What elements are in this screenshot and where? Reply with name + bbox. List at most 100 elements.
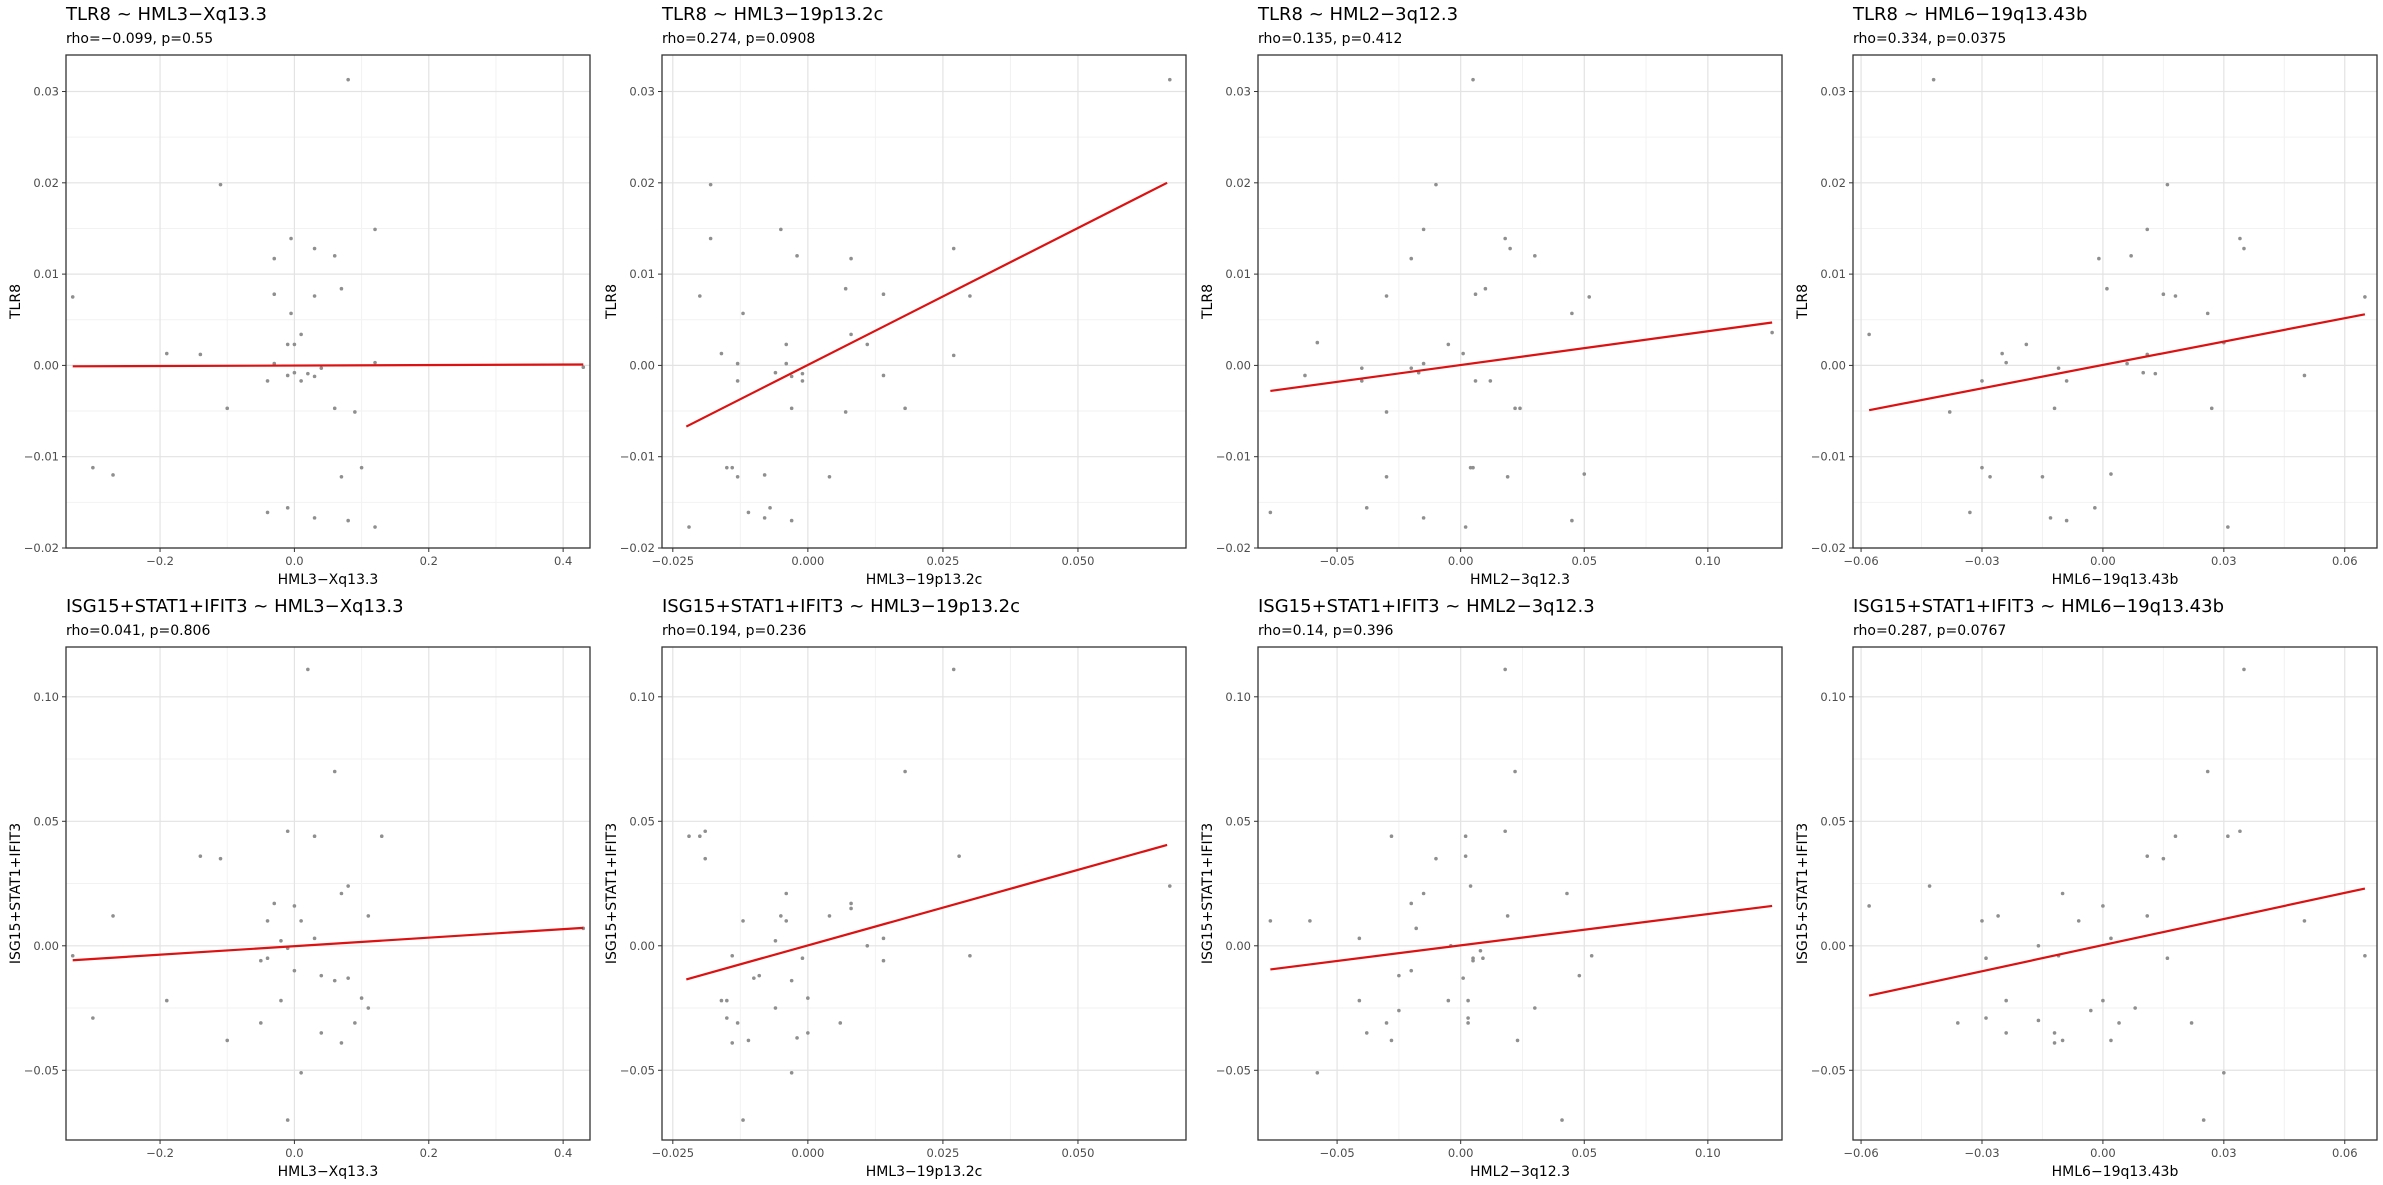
grid-lines bbox=[1853, 647, 2377, 1140]
scatter-panel-isg-hml3-19p13: ISG15+STAT1+IFIT3 ~ HML3−19p13.2c rho=0.1… bbox=[596, 592, 1192, 1184]
data-point bbox=[1481, 956, 1485, 961]
y-tick-label: 0.10 bbox=[629, 690, 655, 704]
data-point bbox=[1508, 246, 1512, 251]
data-point bbox=[838, 1021, 843, 1025]
data-point bbox=[1409, 901, 1414, 906]
x-tick-label: −0.06 bbox=[1843, 1146, 1878, 1160]
data-point bbox=[849, 256, 853, 261]
data-point bbox=[1505, 914, 1510, 918]
scatter-panel-tlr8-hml3-19p13: TLR8 ~ HML3−19p13.2c rho=0.274, p=0.0908 −… bbox=[596, 0, 1192, 592]
data-point bbox=[1409, 968, 1414, 973]
data-point bbox=[1996, 914, 2000, 918]
x-axis-title: HML2−3q12.3 bbox=[1470, 1164, 1570, 1180]
data-point bbox=[1463, 854, 1468, 858]
data-points bbox=[1867, 77, 2367, 529]
data-point bbox=[2302, 373, 2307, 378]
data-points bbox=[1268, 77, 1774, 529]
data-point bbox=[353, 410, 357, 414]
data-point bbox=[1468, 884, 1473, 888]
y-tick-label: 0.00 bbox=[1225, 358, 1251, 372]
data-point bbox=[339, 474, 344, 479]
data-point bbox=[1446, 342, 1451, 347]
data-point bbox=[2097, 256, 2101, 261]
data-point bbox=[1471, 77, 1475, 82]
y-axis-title: TLR8 bbox=[604, 284, 620, 320]
data-point bbox=[2060, 1038, 2065, 1043]
data-point bbox=[581, 365, 586, 370]
x-axis-title: HML3−19p13.2c bbox=[866, 1164, 983, 1180]
data-point bbox=[849, 332, 853, 337]
data-point bbox=[2173, 834, 2178, 839]
data-point bbox=[1315, 340, 1320, 345]
data-point bbox=[1360, 379, 1364, 383]
data-point bbox=[285, 342, 290, 347]
data-point bbox=[1483, 286, 1488, 291]
data-point bbox=[1360, 366, 1364, 370]
data-point bbox=[319, 1031, 324, 1035]
data-point bbox=[198, 854, 203, 858]
data-point bbox=[346, 884, 350, 888]
scatter-panel-tlr8-hml6-19q13: TLR8 ~ HML6−19q13.43b rho=0.334, p=0.0375… bbox=[1787, 0, 2383, 592]
data-point bbox=[1565, 891, 1569, 896]
data-point bbox=[2076, 919, 2081, 923]
data-point bbox=[1466, 998, 1470, 1003]
data-point bbox=[2161, 856, 2166, 861]
data-point bbox=[719, 351, 724, 356]
data-point bbox=[687, 834, 691, 839]
data-point bbox=[319, 366, 324, 370]
data-point bbox=[725, 465, 729, 470]
data-point bbox=[1515, 1038, 1520, 1043]
data-point bbox=[1471, 958, 1475, 963]
y-tick-label: 0.00 bbox=[33, 939, 59, 953]
regression-line bbox=[1868, 313, 2366, 412]
scatter-plot-svg: ISG15+STAT1+IFIT3 ~ HML3−19p13.2c rho=0.1… bbox=[604, 596, 1187, 1180]
y-tick-label: −0.01 bbox=[1216, 450, 1251, 464]
y-tick-label: 0.01 bbox=[629, 267, 655, 281]
data-point bbox=[687, 525, 691, 529]
data-point bbox=[353, 1021, 357, 1025]
y-tick-label: −0.02 bbox=[620, 541, 655, 555]
data-point bbox=[1956, 1021, 1960, 1025]
y-tick-label: 0.01 bbox=[1225, 267, 1251, 281]
regression-line bbox=[686, 843, 1168, 981]
data-point bbox=[2052, 406, 2057, 411]
data-point bbox=[735, 1021, 740, 1025]
x-tick-label: 0.4 bbox=[554, 554, 572, 568]
data-point bbox=[312, 246, 317, 251]
data-point bbox=[698, 294, 702, 298]
data-point bbox=[730, 465, 735, 470]
data-point bbox=[70, 295, 75, 299]
y-tick-label: −0.01 bbox=[1811, 450, 1846, 464]
data-point bbox=[827, 474, 832, 479]
panel-title: TLR8 ~ HML3−19p13.2c bbox=[661, 4, 883, 25]
data-point bbox=[730, 953, 735, 958]
scatter-panel-isg-hml2-3q12: ISG15+STAT1+IFIT3 ~ HML2−3q12.3 rho=0.14,… bbox=[1192, 592, 1788, 1184]
x-tick-label: 0.4 bbox=[554, 1146, 572, 1160]
data-point bbox=[2363, 295, 2367, 299]
data-point bbox=[164, 998, 169, 1003]
data-point bbox=[2165, 182, 2170, 187]
data-point bbox=[198, 352, 203, 357]
data-point bbox=[2242, 246, 2246, 251]
x-axis-title: HML3−Xq13.3 bbox=[278, 572, 379, 588]
y-tick-label: 0.05 bbox=[33, 814, 59, 828]
data-point bbox=[1384, 1021, 1389, 1025]
data-point bbox=[1466, 1021, 1470, 1025]
data-point bbox=[1560, 1118, 1564, 1122]
data-point bbox=[2205, 311, 2210, 316]
data-point bbox=[285, 1118, 290, 1122]
data-point bbox=[708, 236, 713, 241]
x-tick-label: −0.2 bbox=[146, 1146, 174, 1160]
data-point bbox=[1461, 351, 1465, 356]
data-point bbox=[1167, 77, 1172, 82]
x-tick-label: −0.05 bbox=[1319, 1146, 1354, 1160]
data-point bbox=[2238, 829, 2242, 834]
data-point bbox=[1389, 1038, 1394, 1043]
data-point bbox=[2302, 919, 2307, 923]
panel-title: ISG15+STAT1+IFIT3 ~ HML2−3q12.3 bbox=[1258, 596, 1595, 617]
data-point bbox=[1167, 884, 1172, 888]
data-point bbox=[285, 829, 290, 834]
data-point bbox=[2004, 998, 2008, 1003]
data-point bbox=[1968, 510, 1972, 515]
